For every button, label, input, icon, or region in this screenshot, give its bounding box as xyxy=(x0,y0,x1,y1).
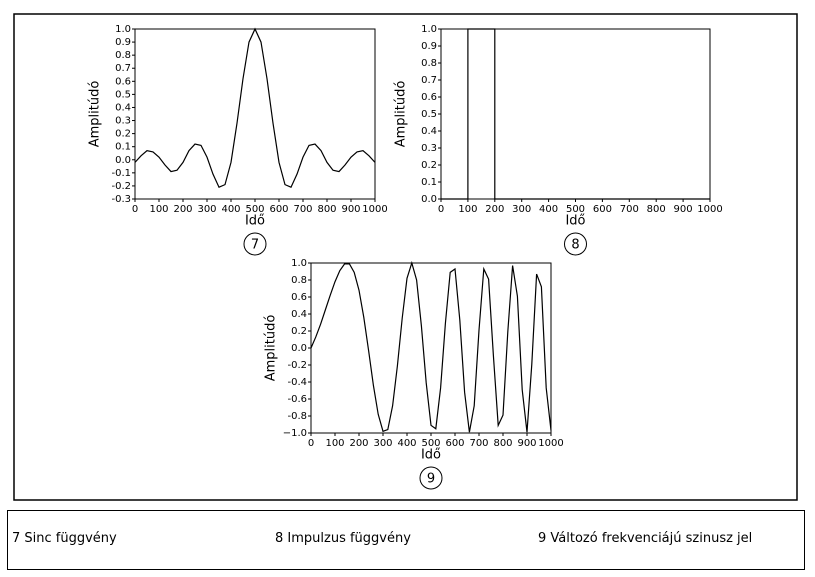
x-axis-label: Idő xyxy=(245,214,265,229)
y-tick-label: 0.1 xyxy=(421,177,437,188)
x-tick-label: 500 xyxy=(566,204,585,215)
x-tick-label: 200 xyxy=(349,438,368,449)
y-tick-label: -0.2 xyxy=(287,360,307,371)
legend-item: 9 Változó frekvenciájú szinusz jel xyxy=(538,531,753,546)
y-tick-label: -0.1 xyxy=(111,168,131,179)
x-tick-label: 700 xyxy=(293,204,312,215)
badge-circle xyxy=(419,466,443,490)
y-tick-label: 0.2 xyxy=(291,326,307,337)
y-tick-label: 0.8 xyxy=(115,50,131,61)
y-axis-label: Amplitúdó xyxy=(264,315,279,382)
x-tick-label: 100 xyxy=(149,204,168,215)
y-tick-label: 0.5 xyxy=(115,89,131,100)
y-tick-label: 0.9 xyxy=(421,41,437,52)
x-tick-label: 400 xyxy=(397,438,416,449)
x-tick-label: 900 xyxy=(517,438,536,449)
y-tick-label: -0.4 xyxy=(287,377,307,388)
badge: 9 xyxy=(427,472,435,487)
x-tick-label: 300 xyxy=(512,204,531,215)
x-tick-label: 600 xyxy=(445,438,464,449)
figure-border xyxy=(13,13,798,501)
x-tick-label: 400 xyxy=(221,204,240,215)
y-tick-label: 0.9 xyxy=(115,37,131,48)
y-tick-label: 1.0 xyxy=(115,24,131,35)
y-tick-label: 0.8 xyxy=(421,58,437,69)
y-tick-label: 0.7 xyxy=(421,75,437,86)
plot-area xyxy=(440,28,711,200)
y-tick-label: 1.0 xyxy=(421,24,437,35)
y-tick-label: −1.0 xyxy=(283,428,307,439)
x-tick-label: 800 xyxy=(647,204,666,215)
y-tick-label: 0.0 xyxy=(115,155,131,166)
plot-area xyxy=(134,28,376,200)
y-tick-label: 0.3 xyxy=(421,143,437,154)
x-tick-label: 800 xyxy=(317,204,336,215)
x-tick-label: 200 xyxy=(485,204,504,215)
y-tick-label: -0.6 xyxy=(287,394,307,405)
x-tick-label: 900 xyxy=(674,204,693,215)
plot-area xyxy=(310,262,552,434)
x-tick-label: 300 xyxy=(373,438,392,449)
y-tick-label: 0.4 xyxy=(291,309,307,320)
figure: -0.3 -0.2 -0.1 0.0 0.1 0.2 0.3 0.4 0.5 0.6 0.7 0.8 0… xyxy=(13,13,798,501)
y-tick-label: 0.6 xyxy=(421,92,437,103)
badge: 7 xyxy=(251,238,259,253)
legend-item: 7 Sinc függvény xyxy=(12,531,117,546)
y-tick-label: 0.1 xyxy=(115,142,131,153)
x-tick-label: 500 xyxy=(245,204,264,215)
y-tick-label: 0.2 xyxy=(421,160,437,171)
y-tick-label: 1.0 xyxy=(291,258,307,269)
x-tick-label: 1000 xyxy=(697,204,722,215)
data-line xyxy=(441,28,710,200)
badge: 8 xyxy=(571,238,579,253)
y-tick-label: 0.0 xyxy=(291,343,307,354)
y-tick-label: 0.7 xyxy=(115,63,131,74)
x-tick-label: 200 xyxy=(173,204,192,215)
x-tick-label: 1000 xyxy=(538,438,563,449)
x-tick-label: 500 xyxy=(421,438,440,449)
x-tick-label: 100 xyxy=(325,438,344,449)
x-tick-label: 1000 xyxy=(362,204,387,215)
y-tick-label: 0.8 xyxy=(291,275,307,286)
y-axis-label: Amplitúdó xyxy=(88,81,103,148)
y-tick-label: 0.6 xyxy=(291,292,307,303)
x-tick-label: 0 xyxy=(308,438,314,449)
x-tick-label: 300 xyxy=(197,204,216,215)
y-tick-label: 0.4 xyxy=(421,126,437,137)
y-tick-label: -0.3 xyxy=(111,194,131,205)
x-tick-label: 400 xyxy=(539,204,558,215)
x-tick-label: 900 xyxy=(341,204,360,215)
y-tick-label: -0.8 xyxy=(287,411,307,422)
x-tick-label: 0 xyxy=(438,204,444,215)
legend-box: 7 Sinc függvény 8 Impulzus függvény 9 Vá… xyxy=(7,510,805,570)
y-tick-label: -0.2 xyxy=(111,181,131,192)
badge-circle xyxy=(564,232,587,256)
y-tick-label: 0.3 xyxy=(115,116,131,127)
legend-item: 8 Impulzus függvény xyxy=(275,531,411,546)
x-tick-label: 700 xyxy=(469,438,488,449)
data-line xyxy=(310,260,552,433)
badge-circle xyxy=(243,232,267,256)
x-axis-label: Idő xyxy=(421,448,441,463)
data-line xyxy=(134,27,376,189)
x-tick-label: 700 xyxy=(620,204,639,215)
y-tick-label: 0.2 xyxy=(115,129,131,140)
x-tick-label: 800 xyxy=(493,438,512,449)
x-axis-label: Idő xyxy=(565,214,585,229)
x-tick-label: 100 xyxy=(458,204,477,215)
y-axis-label: Amplitúdó xyxy=(394,81,409,148)
y-tick-label: 0.5 xyxy=(421,109,437,120)
x-tick-label: 600 xyxy=(269,204,288,215)
y-tick-label: 0.4 xyxy=(115,102,131,113)
x-tick-label: 0 xyxy=(132,204,138,215)
x-tick-label: 600 xyxy=(593,204,612,215)
y-tick-label: 0.0 xyxy=(421,194,437,205)
y-tick-label: 0.6 xyxy=(115,76,131,87)
